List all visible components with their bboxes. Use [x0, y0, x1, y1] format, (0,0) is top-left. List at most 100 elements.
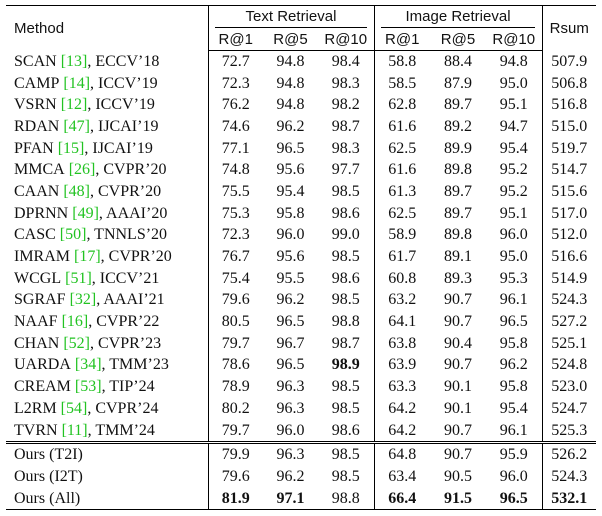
table-row: TVRN [11], TMM’24 79.7 96.0 98.6 64.2 90.7 96.1…: [6, 419, 596, 443]
value: 89.7: [444, 96, 472, 114]
venue: , CVPR’24: [87, 399, 159, 417]
table-row: MMCA [26], CVPR’20 74.8 95.6 97.7 61.6 89.8 95.…: [6, 159, 596, 182]
value-cell: 98.5: [318, 181, 375, 203]
value: 98.6: [331, 204, 360, 222]
value: 95.4: [499, 139, 528, 157]
value-cell: 98.5: [318, 441, 375, 467]
value-cell: 523.0: [542, 376, 596, 398]
value: 95.9: [499, 446, 528, 464]
value-cell: 527.2: [542, 311, 596, 333]
venue: , IJCAI’19: [84, 139, 153, 157]
value-cell: 526.2: [542, 441, 597, 467]
value-cell: 75.3: [208, 203, 263, 225]
value: 89.8: [444, 226, 472, 244]
value-cell: 96.3: [263, 376, 318, 398]
value-cell: 512.0: [542, 225, 596, 247]
citation: [13]: [60, 52, 88, 70]
value: 95.4: [276, 182, 305, 200]
value: 64.2: [388, 399, 417, 417]
value-cell: 66.4: [374, 487, 430, 511]
value: 96.1: [499, 421, 528, 439]
value-cell: 64.8: [374, 441, 430, 467]
value: 78.6: [221, 356, 250, 374]
value-cell: 79.6: [208, 290, 263, 312]
method-cell: CHAN [52], CVPR’23: [6, 332, 209, 355]
method-cell: CASC [50], TNNLS’20: [6, 224, 209, 247]
value: 76.7: [221, 248, 250, 266]
method-cell: CAMP [14], ICCV’19: [6, 72, 209, 95]
value-cell: 58.9: [374, 225, 430, 247]
value: 95.0: [499, 248, 528, 266]
value-cell: 94.7: [486, 116, 543, 138]
method-name: Ours (T2I): [14, 446, 83, 464]
table-header: Method Text Retrieval Image Retrieval Rs…: [6, 5, 597, 51]
value: 89.9: [444, 139, 472, 157]
citation: [53]: [74, 378, 102, 396]
baseline-rows: SCAN [13], ECCV’18 72.7 94.8 98.4 58.8 88.4 94.…: [6, 50, 596, 443]
value-cell: 62.5: [374, 138, 430, 160]
value: 97.7: [331, 161, 360, 179]
value: 79.9: [221, 446, 250, 464]
value-cell: 94.8: [263, 94, 318, 116]
value-cell: 78.6: [208, 355, 263, 377]
value: 95.2: [499, 182, 528, 200]
value: 63.2: [388, 291, 417, 309]
value-cell: 96.0: [263, 225, 318, 247]
value: 98.5: [331, 446, 360, 464]
value-cell: 87.9: [430, 73, 486, 95]
value: 506.8: [551, 74, 588, 92]
value: 95.6: [276, 161, 305, 179]
venue: , TMM’23: [101, 356, 169, 374]
value: 62.8: [388, 96, 417, 114]
value: 74.6: [221, 117, 250, 135]
value-cell: 98.8: [318, 311, 375, 333]
value: 98.9: [331, 356, 360, 374]
value: 96.1: [499, 291, 528, 309]
value-cell: 96.2: [263, 116, 318, 138]
method-header: Method: [6, 5, 209, 51]
value: 58.9: [388, 226, 417, 244]
value-cell: 95.0: [486, 72, 543, 95]
value: 90.7: [444, 313, 472, 331]
method-name: SGRAF: [14, 291, 66, 309]
value-cell: 79.6: [208, 466, 263, 488]
method-name: CREAM: [14, 378, 71, 396]
value: 96.2: [276, 117, 305, 135]
value: 516.6: [551, 248, 588, 266]
value: 63.4: [388, 467, 417, 485]
value: 99.0: [331, 226, 360, 244]
value-cell: 90.5: [430, 466, 486, 488]
value-cell: 74.6: [208, 116, 263, 138]
table-row: CASC [50], TNNLS’20 72.3 96.0 99.0 58.9 89.8 96…: [6, 224, 596, 247]
table-row: NAAF [16], CVPR’22 80.5 96.5 98.8 64.1 90.7 96.…: [6, 311, 596, 333]
value-cell: 64.1: [374, 311, 430, 333]
value-cell: 95.5: [263, 268, 318, 290]
value: 98.3: [331, 139, 360, 157]
value: 60.8: [388, 269, 417, 287]
value: 98.5: [331, 399, 360, 417]
venue: , CVPR’23: [90, 334, 162, 352]
value-cell: 517.0: [542, 203, 596, 225]
value-cell: 81.9: [208, 487, 263, 511]
value-cell: 524.3: [542, 466, 596, 488]
value: 78.9: [221, 378, 250, 396]
value-cell: 95.1: [486, 202, 543, 225]
value: 58.8: [388, 52, 417, 70]
value: 525.1: [551, 334, 588, 352]
value: 96.5: [276, 313, 305, 331]
value-cell: 95.6: [263, 246, 318, 268]
value-cell: 97.1: [263, 487, 318, 511]
value: 75.4: [221, 269, 250, 287]
table-row: VSRN [12], ICCV’19 76.2 94.8 98.2 62.8 89.7 95.…: [6, 94, 596, 117]
method-cell: L2RM [54], CVPR’24: [6, 398, 209, 420]
value-cell: 61.3: [374, 181, 430, 203]
value-cell: 98.4: [318, 50, 375, 73]
value-cell: 516.6: [542, 246, 596, 268]
value-cell: 506.8: [542, 73, 596, 95]
method-cell: SGRAF [32], AAAI’21: [6, 289, 209, 312]
citation: [34]: [74, 356, 102, 374]
method-name: TVRN: [14, 421, 58, 439]
value-cell: 95.4: [486, 398, 543, 420]
method-cell: DPRNN [49], AAAI’20: [6, 202, 209, 225]
